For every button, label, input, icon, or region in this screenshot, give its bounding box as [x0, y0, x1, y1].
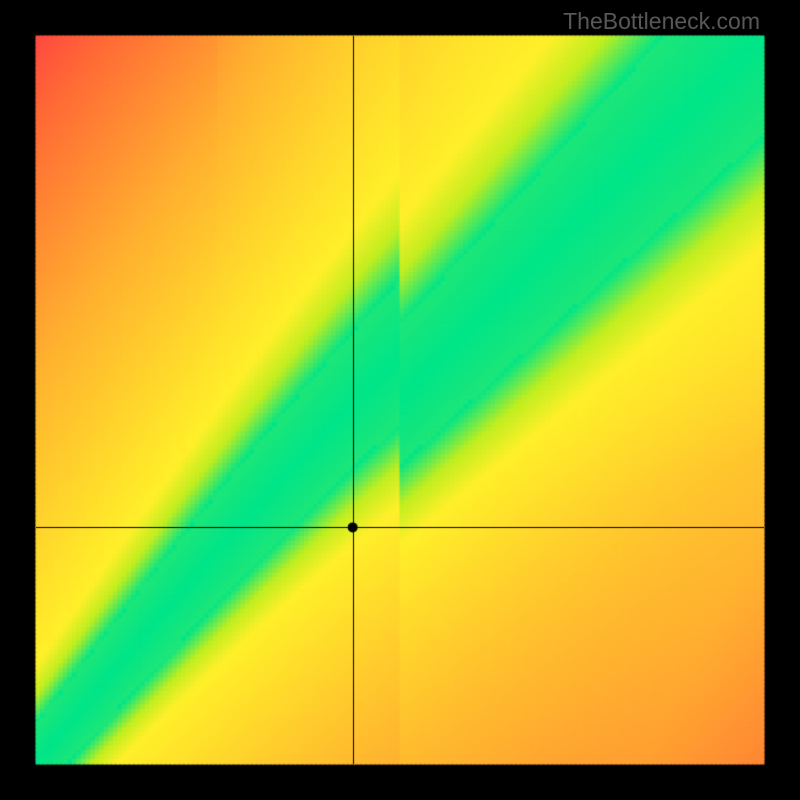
bottleneck-heatmap — [0, 0, 800, 800]
watermark-text: TheBottleneck.com — [563, 8, 760, 35]
